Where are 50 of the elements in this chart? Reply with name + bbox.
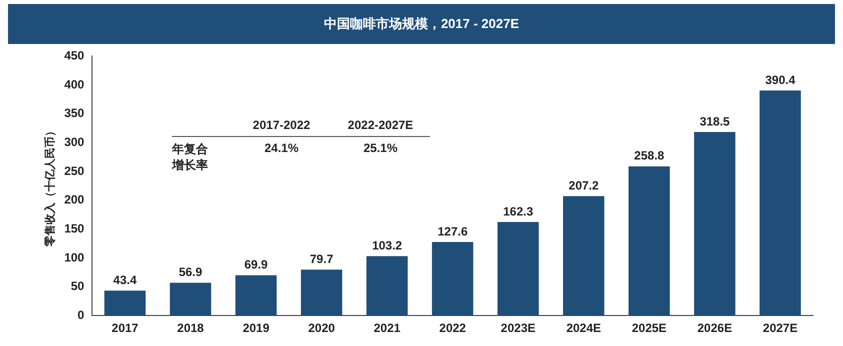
data-label: 127.6: [438, 224, 468, 238]
annotation: 24.1%: [263, 141, 300, 157]
bar: [366, 256, 408, 316]
bar: [760, 90, 801, 316]
y-axis-title: 零售收入（十亿人民币）: [43, 125, 56, 248]
bar: [497, 222, 539, 316]
data-label: 69.9: [244, 258, 268, 272]
chart-title: 中国咖啡市场规模，2017 - 2027E: [8, 4, 835, 44]
y-tick-label: 100: [64, 250, 85, 264]
y-tick-label: 150: [64, 221, 85, 236]
annotation: 2022-2027E: [346, 118, 414, 132]
bar: [235, 275, 277, 316]
annotation: 25.1%: [362, 141, 399, 157]
y-tick-label: 50: [70, 279, 85, 294]
x-tick-label: 2022: [439, 321, 466, 336]
data-label: 258.8: [634, 148, 665, 163]
y-tick-label: 450: [64, 48, 85, 63]
data-label: 390.4: [765, 72, 796, 87]
annotation: 年复合增长率: [172, 141, 209, 173]
x-tick-label: 2018: [177, 321, 204, 336]
annotation: 2017-2022: [252, 118, 312, 132]
x-tick-label: 2019: [242, 321, 270, 336]
x-tick-label: 2024E: [566, 321, 602, 336]
x-tick-label: 2027E: [762, 321, 798, 336]
y-tick-label: 0: [78, 308, 85, 322]
data-label: 318.5: [700, 114, 730, 128]
x-tick-label: 2020: [308, 321, 336, 336]
y-tick-label: 200: [64, 192, 85, 207]
y-tick-label: 350: [64, 106, 85, 120]
data-label: 43.4: [113, 272, 137, 287]
data-label: 56.9: [178, 265, 203, 280]
x-tick-label: 2026E: [697, 321, 732, 336]
bar: [694, 132, 736, 316]
bar: [432, 242, 474, 316]
x-tick-label: 2025E: [632, 321, 667, 336]
x-tick-label: 2017: [112, 321, 139, 336]
x-tick-label: 2021: [374, 321, 401, 336]
x-tick-label: 2023E: [500, 321, 536, 336]
bar: [104, 290, 146, 316]
data-label: 103.2: [372, 238, 402, 252]
bar: [300, 270, 342, 316]
y-tick-label: 250: [64, 164, 85, 178]
bar: [563, 196, 604, 316]
bar: [628, 166, 670, 316]
data-label: 162.3: [503, 204, 534, 218]
data-label: 79.7: [310, 252, 334, 266]
data-label: 207.2: [568, 178, 599, 192]
bar: [170, 282, 212, 316]
y-tick-label: 400: [64, 77, 85, 92]
y-tick-label: 300: [64, 134, 85, 149]
